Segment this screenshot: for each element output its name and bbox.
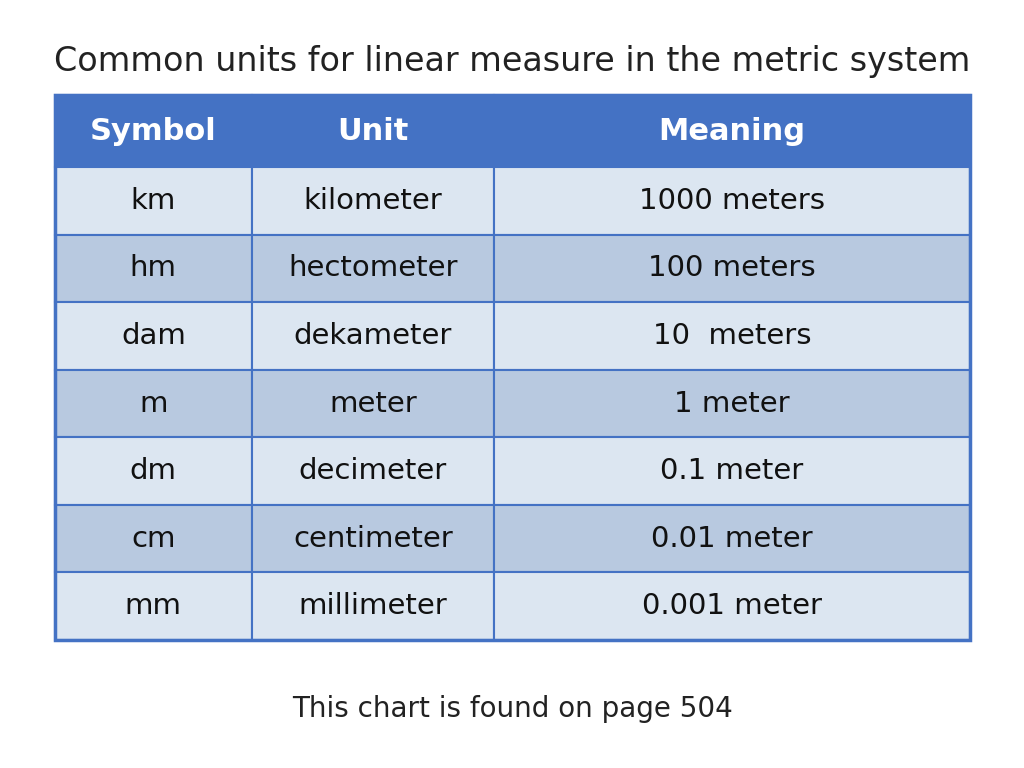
Bar	[55, 95, 970, 640]
Text: meter: meter	[329, 389, 417, 418]
Text: m: m	[139, 389, 168, 418]
Bar	[252, 167, 495, 234]
Text: Unit: Unit	[337, 117, 409, 145]
Text: dam: dam	[121, 322, 185, 350]
Text: 1 meter: 1 meter	[674, 389, 790, 418]
Text: cm: cm	[131, 525, 175, 553]
Bar	[495, 572, 970, 640]
Bar	[495, 437, 970, 505]
Text: hectometer: hectometer	[288, 254, 458, 283]
Text: 100 meters: 100 meters	[648, 254, 816, 283]
Bar	[252, 95, 495, 167]
Bar	[495, 369, 970, 437]
Text: 0.01 meter: 0.01 meter	[651, 525, 813, 553]
Text: This chart is found on page 504: This chart is found on page 504	[292, 695, 732, 723]
Text: 10  meters: 10 meters	[653, 322, 811, 350]
Bar	[495, 95, 970, 167]
Bar	[252, 437, 495, 505]
Text: Meaning: Meaning	[658, 117, 806, 145]
Bar	[55, 95, 252, 167]
Text: mm: mm	[125, 592, 182, 621]
Text: dm: dm	[130, 457, 177, 485]
Text: hm: hm	[130, 254, 177, 283]
Bar	[252, 505, 495, 572]
Text: decimeter: decimeter	[299, 457, 447, 485]
Bar	[495, 167, 970, 234]
Bar	[55, 572, 252, 640]
Text: millimeter: millimeter	[299, 592, 447, 621]
Bar	[252, 572, 495, 640]
Text: Common units for linear measure in the metric system: Common units for linear measure in the m…	[54, 45, 970, 78]
Bar	[55, 437, 252, 505]
Bar	[55, 167, 252, 234]
Text: 0.1 meter: 0.1 meter	[660, 457, 804, 485]
Bar	[55, 302, 252, 369]
Bar	[55, 505, 252, 572]
Text: 0.001 meter: 0.001 meter	[642, 592, 822, 621]
Bar	[495, 302, 970, 369]
Text: kilometer: kilometer	[303, 187, 442, 215]
Bar	[55, 369, 252, 437]
Bar	[495, 234, 970, 302]
Bar	[252, 234, 495, 302]
Text: centimeter: centimeter	[293, 525, 453, 553]
Text: Symbol: Symbol	[90, 117, 217, 145]
Bar	[55, 234, 252, 302]
Bar	[252, 302, 495, 369]
Text: dekameter: dekameter	[294, 322, 453, 350]
Bar	[495, 505, 970, 572]
Text: km: km	[131, 187, 176, 215]
Bar	[252, 369, 495, 437]
Text: 1000 meters: 1000 meters	[639, 187, 825, 215]
